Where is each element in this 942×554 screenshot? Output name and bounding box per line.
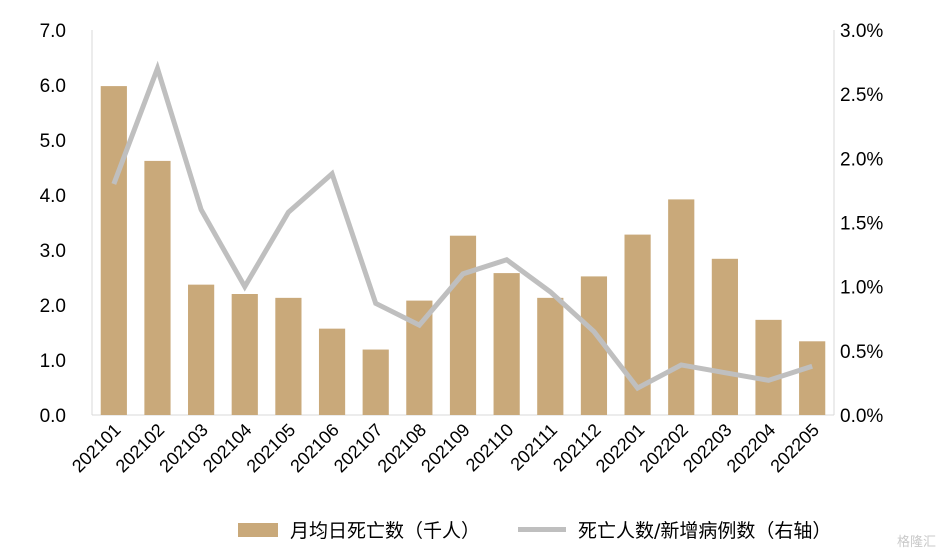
right-tick-label: 1.0% <box>840 278 883 299</box>
bar-202101 <box>100 86 127 415</box>
bar-202204 <box>755 319 782 415</box>
bar-202105 <box>275 297 302 415</box>
bar-202106 <box>318 328 346 415</box>
bar-202107 <box>362 349 389 415</box>
bar-202202 <box>668 199 695 415</box>
legend-bar-label: 月均日死亡数（千人） <box>290 520 481 542</box>
watermark: 格隆汇 <box>896 535 936 550</box>
left-tick-label: 5.0 <box>40 131 66 152</box>
legend-line-swatch <box>518 527 567 532</box>
legend: 月均日死亡数（千人） 死亡人数/新增病例数（右轴） <box>238 516 831 543</box>
x-axis-ticks: 2021012021022021032021042021052021062021… <box>68 420 823 477</box>
bar-202203 <box>711 258 738 415</box>
left-tick-label: 4.0 <box>40 186 66 207</box>
bar-202109 <box>449 235 477 415</box>
left-tick-label: 1.0 <box>40 351 66 372</box>
ratio-line <box>111 60 813 392</box>
right-tick-label: 0.5% <box>840 342 883 363</box>
right-axis-ticks: 0.0% 0.5% 1.0% 1.5% 2.0% 2.5% 3.0% <box>840 21 883 427</box>
left-tick-label: 2.0 <box>40 296 66 317</box>
left-tick-label: 3.0 <box>40 241 66 262</box>
bar-202205 <box>799 341 826 415</box>
left-axis-ticks: 0.0 1.0 2.0 3.0 4.0 5.0 6.0 7.0 <box>40 21 66 427</box>
left-tick-label: 7.0 <box>40 21 66 42</box>
bar-202111 <box>537 297 564 415</box>
right-tick-label: 1.5% <box>840 214 883 235</box>
bar-202110 <box>493 273 520 415</box>
legend-line-label: 死亡人数/新增病例数（右轴） <box>578 520 832 542</box>
legend-bar-swatch <box>238 522 278 537</box>
x-tick-label: 202110 <box>462 420 518 476</box>
legend-item-bar: 月均日死亡数（千人） <box>238 516 480 543</box>
legend-item-line: 死亡人数/新增病例数（右轴） <box>480 516 831 543</box>
bar-202102 <box>144 160 171 415</box>
bar-202103 <box>188 284 215 415</box>
x-tick-label: 202205 <box>766 420 823 477</box>
right-tick-label: 0.0% <box>840 406 883 427</box>
left-tick-label: 0.0 <box>40 406 66 427</box>
x-tick-label: 202109 <box>417 420 474 477</box>
right-tick-label: 2.5% <box>840 85 883 106</box>
bar-series <box>100 86 826 415</box>
right-tick-label: 2.0% <box>840 149 883 170</box>
right-tick-label: 3.0% <box>840 21 883 42</box>
line-series <box>111 60 813 392</box>
bar-202104 <box>231 294 258 415</box>
left-tick-label: 6.0 <box>40 76 66 97</box>
